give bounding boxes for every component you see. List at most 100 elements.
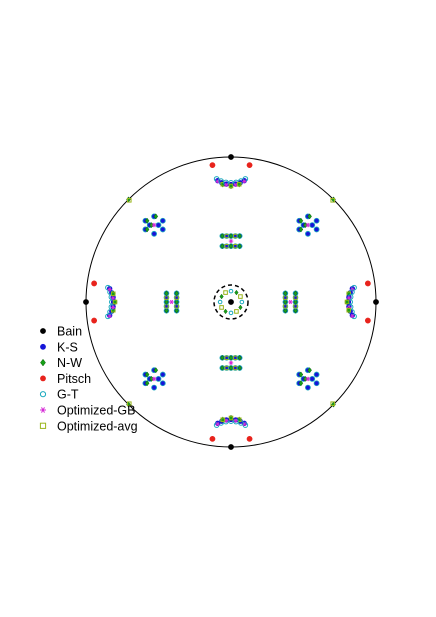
plot-area (83, 154, 379, 450)
ks-point (310, 376, 315, 381)
center-ring-point (238, 304, 243, 311)
opt-gb-point (228, 238, 234, 244)
nw-point (228, 354, 234, 361)
nw-point (164, 307, 169, 314)
nw-point (283, 307, 288, 314)
opt-gb-point (107, 287, 112, 292)
nw-point (228, 243, 234, 250)
nw-point (303, 375, 308, 382)
gt-point (304, 384, 311, 391)
legend-item-pitsch: Pitsch (40, 372, 91, 386)
gt-point (313, 371, 320, 378)
nw-point (220, 233, 225, 239)
ks-point (224, 244, 229, 249)
gt-point (313, 226, 320, 233)
nw-point (144, 371, 150, 378)
opt-gb-point (215, 422, 220, 427)
nw-point (298, 371, 304, 378)
opt-gb-point (224, 182, 229, 187)
nw-point (237, 243, 242, 250)
ks-point (160, 218, 165, 223)
center-ring-point (219, 305, 224, 310)
ks-point (233, 355, 238, 360)
ks-point (160, 227, 165, 232)
legend-marker-optimized-avg (39, 422, 47, 429)
gt-point (159, 380, 166, 387)
legend-item-optimized-gb: Optimized-GB (40, 404, 136, 418)
gt-point (159, 371, 166, 378)
legend-marker-bain (40, 328, 46, 334)
ks-point (156, 223, 161, 228)
center-ring-point (228, 288, 234, 294)
opt-gb-point (305, 222, 311, 228)
nw-point (220, 354, 225, 361)
opt-avg-point (228, 183, 234, 189)
ks-point (156, 376, 161, 381)
nw-point (228, 365, 234, 371)
ks-point (283, 304, 288, 309)
pitsch-point (364, 280, 371, 287)
legend-marker-optimized-gb (40, 407, 46, 413)
legend-label-n-w: N-W (57, 356, 82, 370)
nw-point (164, 290, 169, 297)
opt-avg-point (228, 415, 234, 421)
gt-point (151, 384, 158, 391)
pitsch-point (91, 317, 98, 324)
gt-point (313, 217, 320, 224)
center-ring-point (238, 294, 243, 299)
center-dashed-circle (213, 284, 249, 320)
nw-point (293, 290, 298, 297)
ks-point (314, 372, 319, 377)
nw-point (174, 299, 179, 305)
ks-point (174, 304, 179, 309)
opt-gb-point (111, 296, 116, 301)
ks-point (224, 355, 229, 360)
center-ring-point (217, 299, 223, 305)
legend-item-optimized-avg: Optimized-avg (39, 419, 138, 433)
ks-point (314, 218, 319, 223)
ks-point (305, 231, 310, 236)
ks-point (314, 227, 319, 232)
ks-point (152, 231, 157, 236)
gt-point (159, 217, 166, 224)
nw-point (298, 380, 304, 387)
nw-point (237, 354, 242, 361)
opt-avg-point (112, 299, 118, 305)
nw-point (144, 217, 150, 224)
opt-avg-point (330, 197, 336, 203)
opt-gb-point (111, 305, 116, 310)
ks-point (224, 234, 229, 238)
ks-point (314, 381, 319, 386)
pitsch-point (246, 162, 253, 169)
ks-point (293, 295, 298, 300)
legend-item-k-s: K-S (40, 340, 78, 354)
opt-avg-point (110, 291, 116, 297)
ks-point (233, 366, 238, 370)
center-ring-point (239, 299, 245, 305)
center-ring-point (228, 310, 234, 316)
opt-gb-point (350, 314, 355, 319)
nw-point (283, 299, 288, 305)
legend-label-optimized-gb: Optimized-GB (57, 404, 136, 418)
nw-point (303, 222, 308, 229)
legend-label-k-s: K-S (57, 340, 78, 354)
ks-point (160, 372, 165, 377)
gt-point (304, 230, 311, 237)
nw-point (298, 226, 304, 233)
nw-point (174, 307, 179, 314)
nw-point (307, 367, 312, 374)
opt-avg-point (126, 197, 132, 203)
pitsch-point (91, 280, 98, 287)
opt-avg-point (344, 299, 350, 305)
center-ring-point (223, 290, 228, 295)
opt-avg-point (346, 307, 352, 313)
nw-point (293, 307, 298, 314)
opt-gb-point (107, 314, 112, 319)
legend-item-n-w: N-W (40, 356, 82, 370)
gt-point (313, 380, 320, 387)
opt-gb-point (305, 376, 311, 382)
ks-point (164, 304, 169, 309)
center-ring-point (219, 293, 224, 300)
opt-gb-point (346, 296, 351, 301)
